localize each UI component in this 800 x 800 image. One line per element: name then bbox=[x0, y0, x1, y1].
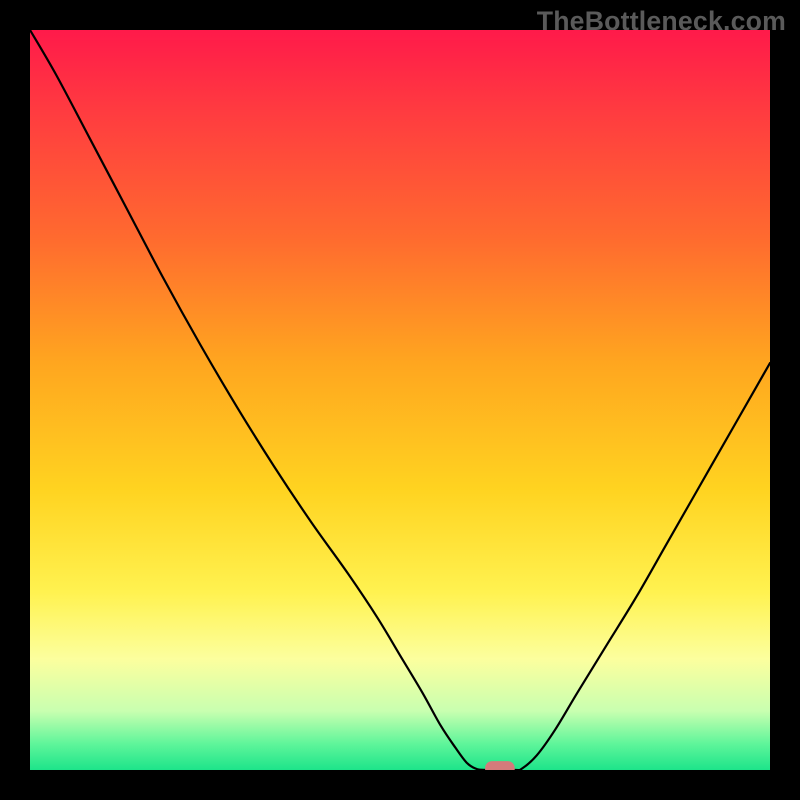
chart-frame: TheBottleneck.com bbox=[0, 0, 800, 800]
plot-area bbox=[30, 30, 770, 770]
plot-background bbox=[30, 30, 770, 770]
plot-svg bbox=[30, 30, 770, 770]
highlight-marker bbox=[485, 761, 515, 770]
